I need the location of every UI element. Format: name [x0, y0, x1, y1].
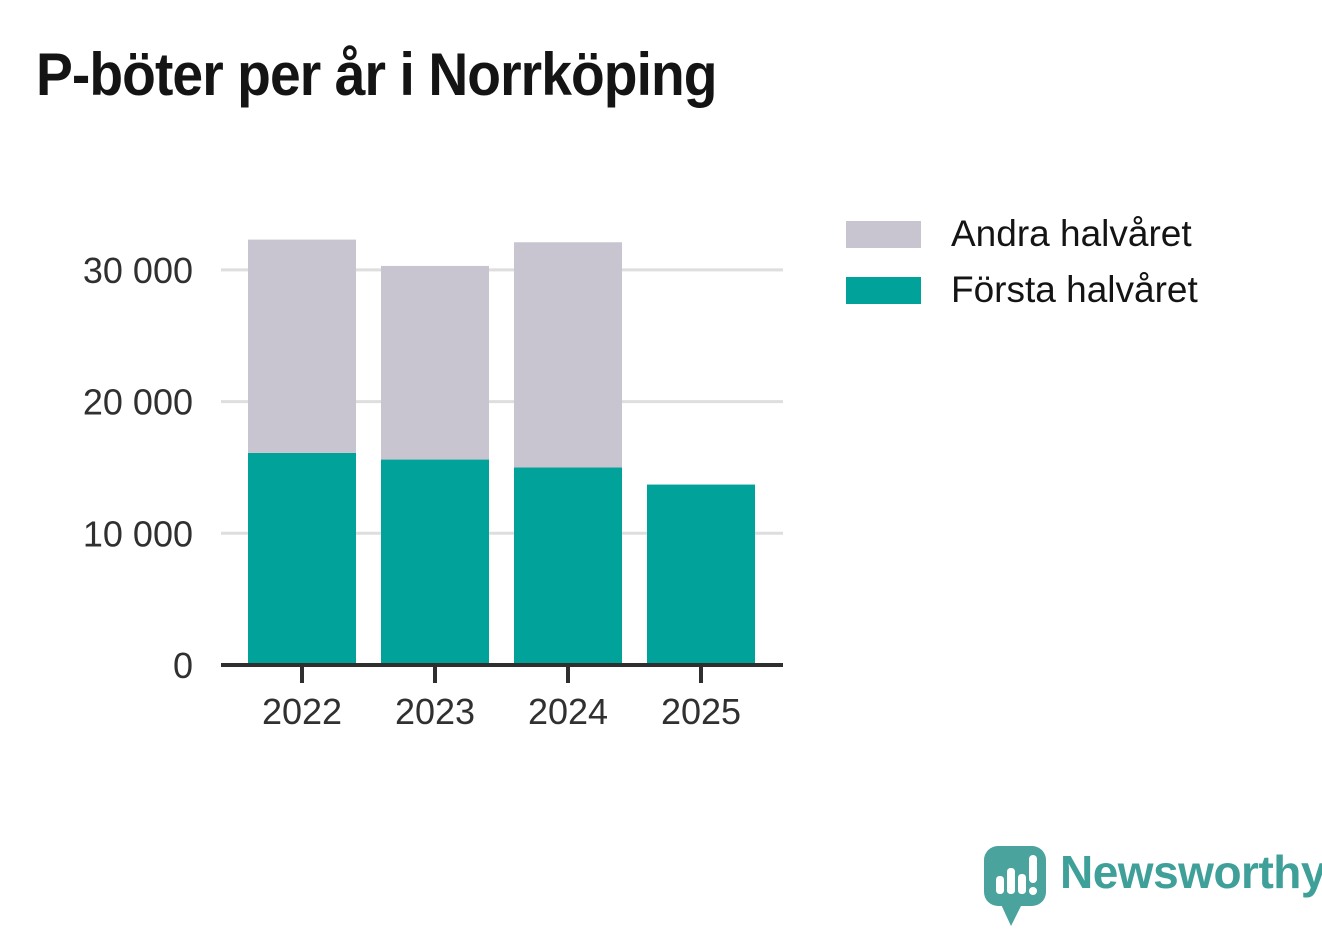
x-tick — [300, 667, 304, 683]
bar-segment-2023 — [381, 459, 489, 665]
x-tick — [433, 667, 437, 683]
bar-segment-2023 — [381, 265, 489, 460]
chart-legend: Andra halvåret Första halvåret — [846, 213, 1198, 330]
x-tick-label: 2022 — [262, 691, 342, 732]
x-tick-label: 2024 — [528, 691, 608, 732]
bar-segment-2025 — [647, 484, 755, 665]
legend-swatch-andra-halvaret — [846, 220, 921, 248]
newsworthy-logo-icon — [984, 846, 1046, 926]
bar-segment-2022 — [248, 452, 356, 665]
bar-segment-2024 — [514, 467, 622, 665]
y-tick-label: 0 — [173, 645, 193, 686]
legend-label-andra-halvaret: Andra halvåret — [951, 213, 1192, 254]
bar-segment-2022 — [248, 239, 356, 453]
x-tick-label: 2023 — [395, 691, 475, 732]
y-tick-label: 20 000 — [83, 382, 193, 423]
chart-title: P-böter per år i Norrköping — [36, 41, 718, 108]
x-tick — [566, 667, 570, 683]
x-tick-label: 2025 — [661, 691, 741, 732]
legend-item-andra-halvaret: Andra halvåret — [846, 213, 1198, 254]
x-axis-line — [221, 663, 783, 667]
y-tick-label: 30 000 — [83, 250, 193, 291]
bar-segment-2024 — [514, 242, 622, 468]
y-tick-label: 10 000 — [83, 513, 193, 554]
newsworthy-wordmark: Newsworthy — [1060, 846, 1322, 898]
newsworthy-branding: Newsworthy — [984, 846, 1322, 930]
legend-swatch-forsta-halvaret — [846, 276, 921, 304]
legend-label-forsta-halvaret: Första halvåret — [951, 269, 1198, 310]
legend-item-forsta-halvaret: Första halvåret — [846, 269, 1198, 310]
x-tick — [699, 667, 703, 683]
